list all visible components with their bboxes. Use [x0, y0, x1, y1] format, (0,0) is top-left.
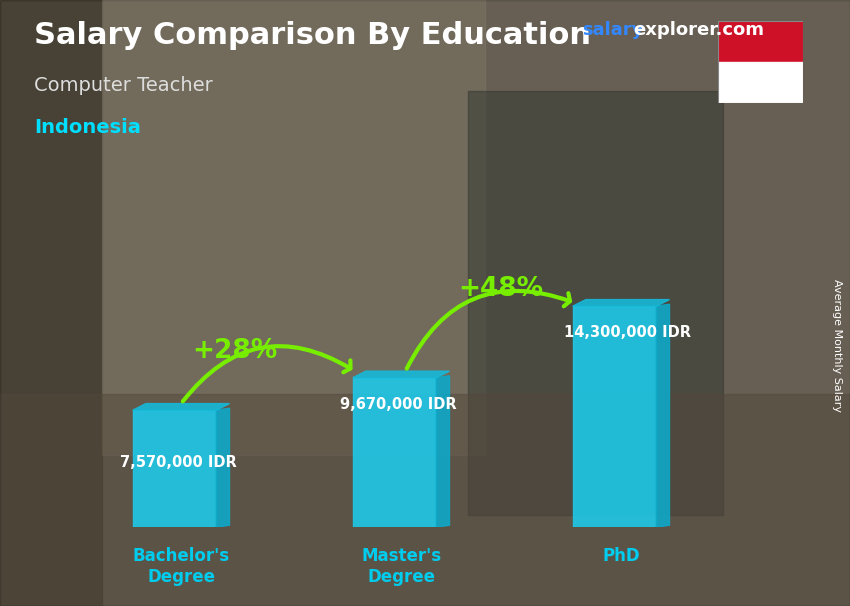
Text: 7,570,000 IDR: 7,570,000 IDR	[120, 455, 236, 470]
Polygon shape	[353, 378, 436, 527]
Polygon shape	[656, 304, 670, 527]
Bar	[718, 62, 803, 103]
Polygon shape	[133, 410, 216, 527]
FancyArrowPatch shape	[407, 291, 570, 368]
Bar	[102, 0, 484, 454]
Polygon shape	[436, 376, 450, 527]
Text: 9,670,000 IDR: 9,670,000 IDR	[339, 397, 456, 412]
Text: explorer.com: explorer.com	[633, 21, 764, 39]
Polygon shape	[573, 306, 656, 527]
Text: Bachelor's
Degree: Bachelor's Degree	[133, 547, 230, 586]
Text: Average Monthly Salary: Average Monthly Salary	[832, 279, 842, 412]
Text: 14,300,000 IDR: 14,300,000 IDR	[564, 325, 691, 340]
Text: Master's
Degree: Master's Degree	[361, 547, 441, 586]
Polygon shape	[216, 408, 230, 527]
Text: salary: salary	[582, 21, 643, 39]
Text: Indonesia: Indonesia	[34, 118, 141, 137]
Text: +48%: +48%	[459, 276, 544, 302]
Bar	[0, 0, 102, 606]
Polygon shape	[353, 371, 450, 378]
Bar	[0, 394, 850, 606]
Polygon shape	[573, 299, 670, 306]
Text: PhD: PhD	[603, 547, 640, 565]
FancyArrowPatch shape	[183, 346, 350, 401]
Bar	[718, 21, 803, 62]
Text: +28%: +28%	[192, 338, 278, 364]
Text: Computer Teacher: Computer Teacher	[34, 76, 212, 95]
Bar	[468, 91, 722, 515]
Text: Salary Comparison By Education: Salary Comparison By Education	[34, 21, 591, 50]
Polygon shape	[133, 404, 230, 410]
